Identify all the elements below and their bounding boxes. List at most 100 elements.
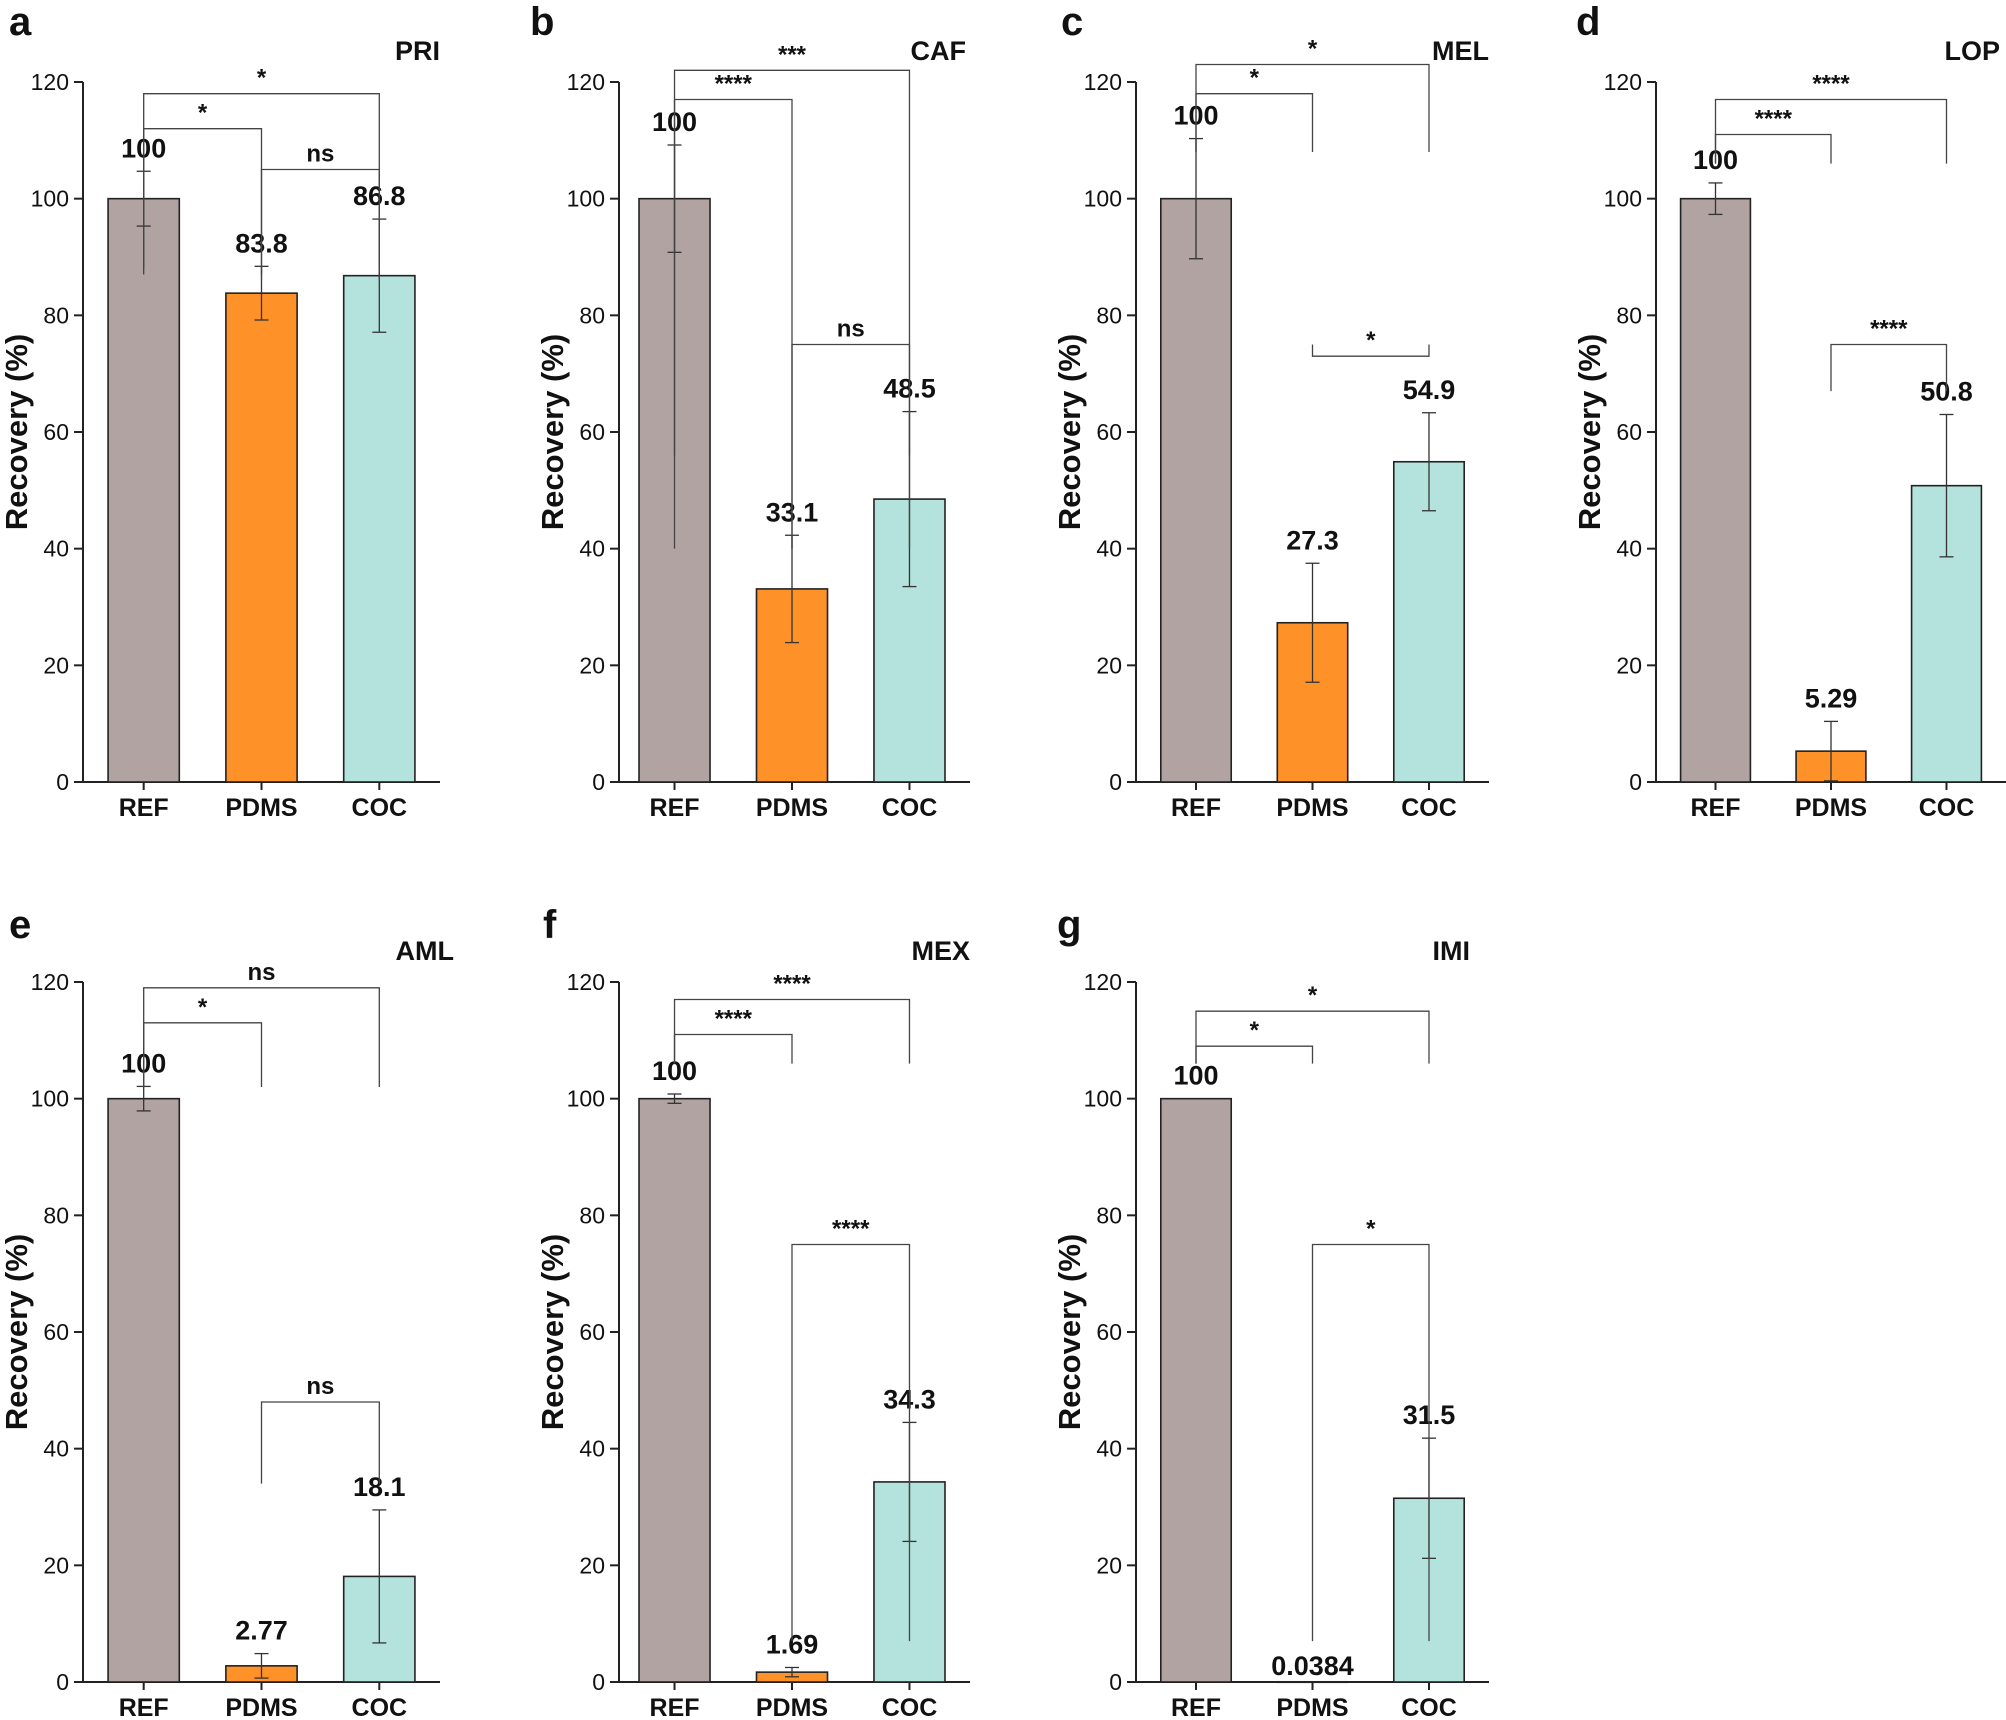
y-tick-label: 20 <box>1616 652 1642 678</box>
y-tick-label: 20 <box>1096 1552 1122 1578</box>
y-tick-label: 80 <box>579 302 605 328</box>
y-tick-label: 0 <box>1629 769 1642 795</box>
y-tick-label: 120 <box>567 69 605 95</box>
y-axis-label: Recovery (%) <box>535 1234 570 1430</box>
y-tick-label: 0 <box>1109 769 1122 795</box>
x-tick-label: REF <box>1171 1694 1221 1720</box>
y-axis-label: Recovery (%) <box>1572 334 1607 530</box>
y-tick-label: 100 <box>31 1086 69 1112</box>
significance-label: ns <box>306 1373 334 1400</box>
significance-label: * <box>198 100 208 127</box>
x-tick-label: COC <box>352 794 408 822</box>
significance-label: **** <box>1812 71 1850 98</box>
y-tick-label: 100 <box>1084 186 1122 212</box>
panel-title: CAF <box>911 36 967 66</box>
value-label: 100 <box>1173 1061 1218 1091</box>
x-tick-label: PDMS <box>1276 1694 1348 1720</box>
y-tick-label: 100 <box>567 186 605 212</box>
value-label: 27.3 <box>1286 525 1339 555</box>
y-tick-label: 80 <box>43 1202 69 1228</box>
panel-letter: c <box>1061 0 1083 44</box>
significance-bracket <box>1830 343 1948 392</box>
panel-letter: e <box>9 903 31 947</box>
y-tick-label: 40 <box>579 1436 605 1462</box>
significance-label: * <box>1250 65 1260 92</box>
x-tick-label: PDMS <box>1276 794 1348 822</box>
y-tick-label: 60 <box>43 419 69 445</box>
significance-bracket <box>1195 1010 1430 1064</box>
x-tick-label: REF <box>1691 794 1741 822</box>
significance-label: **** <box>832 1216 870 1243</box>
significance-label: * <box>1366 1216 1376 1243</box>
significance-bracket <box>673 69 911 456</box>
panel-letter: f <box>543 903 557 947</box>
y-tick-label: 100 <box>567 1086 605 1112</box>
bar-ref <box>107 1097 181 1683</box>
y-tick-label: 120 <box>1084 69 1122 95</box>
value-label: 54.9 <box>1403 375 1456 405</box>
y-tick-label: 0 <box>56 1669 69 1695</box>
bar-coc <box>342 274 416 783</box>
x-tick-label: PDMS <box>225 794 297 822</box>
significance-label: * <box>1308 36 1318 63</box>
x-tick-label: REF <box>650 794 700 822</box>
y-axis-label: Recovery (%) <box>1052 334 1087 530</box>
significance-bracket <box>1311 344 1430 357</box>
x-tick-label: COC <box>1401 1694 1457 1720</box>
y-tick-label: 80 <box>1096 302 1122 328</box>
value-label: 2.77 <box>235 1616 288 1646</box>
x-tick-label: COC <box>882 794 938 822</box>
y-tick-label: 120 <box>1084 969 1122 995</box>
chart-panel-g: g IMI Recovery (%) 0 20 40 60 80 100 120 100 REF 0.0… <box>1052 903 1489 1720</box>
bar-ref <box>1159 197 1233 783</box>
x-tick-label: PDMS <box>756 1694 828 1720</box>
panel-letter: d <box>1576 0 1600 44</box>
x-tick-label: PDMS <box>756 794 828 822</box>
significance-bracket <box>791 343 911 549</box>
significance-label: **** <box>1870 316 1908 343</box>
x-tick-label: COC <box>1919 794 1975 822</box>
y-axis-label: Recovery (%) <box>1052 1234 1087 1430</box>
significance-label: * <box>1308 982 1318 1009</box>
x-tick-label: COC <box>1401 794 1457 822</box>
value-label: 0.0384 <box>1271 1651 1354 1681</box>
x-tick-label: REF <box>650 1694 700 1720</box>
y-tick-label: 120 <box>31 969 69 995</box>
significance-label: * <box>1250 1017 1260 1044</box>
significance-bracket <box>143 987 380 1087</box>
x-tick-label: COC <box>882 1694 938 1720</box>
bar-pdms <box>225 292 298 783</box>
y-tick-label: 120 <box>1604 69 1642 95</box>
y-tick-label: 40 <box>1096 1436 1122 1462</box>
x-tick-label: PDMS <box>225 1694 297 1720</box>
significance-bracket <box>791 1243 911 1642</box>
y-tick-label: 0 <box>592 769 605 795</box>
y-axis-label: Recovery (%) <box>0 1234 34 1430</box>
x-tick-label: PDMS <box>1795 794 1867 822</box>
y-tick-label: 20 <box>43 652 69 678</box>
value-label: 5.29 <box>1805 683 1858 713</box>
y-tick-label: 40 <box>43 1436 69 1462</box>
x-tick-label: COC <box>352 1694 408 1720</box>
significance-label: **** <box>715 71 753 98</box>
panel-title: IMI <box>1433 936 1471 966</box>
y-tick-label: 20 <box>579 1552 605 1578</box>
significance-bracket <box>260 168 380 281</box>
significance-label: * <box>1366 327 1376 354</box>
significance-label: ns <box>247 959 275 986</box>
y-axis-label: Recovery (%) <box>0 334 34 530</box>
y-tick-label: 120 <box>567 969 605 995</box>
panel-title: LOP <box>1944 36 2000 66</box>
y-tick-label: 20 <box>1096 652 1122 678</box>
y-tick-label: 100 <box>1604 186 1642 212</box>
bar-ref <box>1159 1097 1233 1683</box>
y-tick-label: 120 <box>31 69 69 95</box>
panel-letter: g <box>1057 903 1081 947</box>
